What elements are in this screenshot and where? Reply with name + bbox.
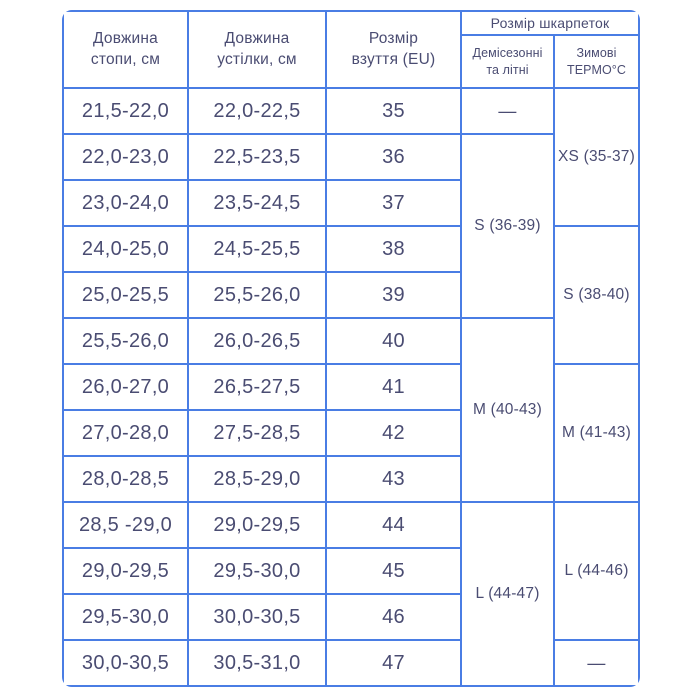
table-row: 26,0-27,0 26,5-27,5 41 M (41-43) [64, 363, 638, 501]
foot-length-cell: 28,0-28,5 [64, 455, 187, 501]
table-row: 28,5 -29,0 29,0-29,5 44 L (44-47) L (44-… [64, 501, 638, 685]
shoe-size-cell: 39 [325, 271, 460, 317]
sock-size-winter-cell: — [553, 639, 638, 685]
shoe-size-cell: 42 [325, 409, 460, 455]
header-foot-length: Довжина стопи, см [64, 12, 187, 87]
foot-length-cell: 22,0-23,0 [64, 133, 187, 179]
shoe-size-cell: 44 [325, 501, 460, 547]
table-row: 25,5-26,0 26,0-26,5 40 M (40-43) [64, 317, 638, 501]
foot-length-cell: 25,0-25,5 [64, 271, 187, 317]
insole-length-cell: 23,5-24,5 [187, 179, 325, 225]
insole-length-cell: 26,0-26,5 [187, 317, 325, 363]
sock-size-winter-cell: S (38-40) [553, 225, 638, 363]
sock-size-winter-cell: L (44-46) [553, 501, 638, 639]
insole-length-cell: 24,5-25,5 [187, 225, 325, 271]
foot-length-cell: 21,5-22,0 [64, 87, 187, 133]
size-table: Довжина стопи, см Довжина устілки, см Ро… [62, 10, 640, 687]
shoe-size-cell: 35 [325, 87, 460, 133]
insole-length-cell: 27,5-28,5 [187, 409, 325, 455]
shoe-size-cell: 37 [325, 179, 460, 225]
foot-length-cell: 28,5 -29,0 [64, 501, 187, 547]
insole-length-cell: 26,5-27,5 [187, 363, 325, 409]
header-socks-demi: Демісезонні та літні [460, 34, 553, 87]
sock-size-demi-cell: L (44-47) [460, 501, 553, 685]
header-row-sub: Демісезонні та літні Зимові ТЕРМО°С [64, 34, 638, 87]
shoe-size-cell: 46 [325, 593, 460, 639]
sock-size-demi-cell: — [460, 87, 553, 133]
foot-length-cell: 23,0-24,0 [64, 179, 187, 225]
sock-size-demi-cell: M (40-43) [460, 317, 553, 501]
insole-length-cell: 29,5-30,0 [187, 547, 325, 593]
insole-length-cell: 22,0-22,5 [187, 87, 325, 133]
table-row: 29,0-29,5 29,5-30,0 45 [64, 547, 638, 593]
table-row: 30,0-30,5 30,5-31,0 47 — [64, 639, 638, 685]
foot-length-cell: 26,0-27,0 [64, 363, 187, 409]
insole-length-cell: 22,5-23,5 [187, 133, 325, 179]
table-row: 24,0-25,0 24,5-25,5 38 S (38-40) [64, 225, 638, 363]
sock-size-winter-cell: XS (35-37) [553, 87, 638, 225]
shoe-size-cell: 41 [325, 363, 460, 409]
shoe-size-cell: 47 [325, 639, 460, 685]
foot-length-cell: 29,0-29,5 [64, 547, 187, 593]
insole-length-cell: 30,5-31,0 [187, 639, 325, 685]
header-insole-length: Довжина устілки, см [187, 12, 325, 87]
foot-length-cell: 30,0-30,5 [64, 639, 187, 685]
sock-size-winter-cell: M (41-43) [553, 363, 638, 501]
shoe-size-cell: 38 [325, 225, 460, 271]
foot-length-cell: 24,0-25,0 [64, 225, 187, 271]
table-row: 21,5-22,0 22,0-22,5 35 — XS (35-37) [64, 87, 638, 225]
header-socks-winter: Зимові ТЕРМО°С [553, 34, 638, 87]
sock-size-demi-cell: S (36-39) [460, 133, 553, 317]
table-row: 27,0-28,0 27,5-28,5 42 [64, 409, 638, 455]
foot-length-cell: 27,0-28,0 [64, 409, 187, 455]
shoe-size-cell: 43 [325, 455, 460, 501]
header-shoe-size: Розмір взуття (EU) [325, 12, 460, 87]
table-row: 22,0-23,0 22,5-23,5 36 S (36-39) [64, 133, 638, 317]
header-row-top: Довжина стопи, см Довжина устілки, см Ро… [64, 12, 638, 87]
header-socks-group: Розмір шкарпеток [460, 12, 638, 34]
shoe-size-cell: 36 [325, 133, 460, 179]
table-row: 28,0-28,5 28,5-29,0 43 [64, 455, 638, 501]
insole-length-cell: 25,5-26,0 [187, 271, 325, 317]
shoe-size-cell: 40 [325, 317, 460, 363]
insole-length-cell: 30,0-30,5 [187, 593, 325, 639]
foot-length-cell: 25,5-26,0 [64, 317, 187, 363]
table-row: 23,0-24,0 23,5-24,5 37 [64, 179, 638, 225]
insole-length-cell: 28,5-29,0 [187, 455, 325, 501]
table-row: 29,5-30,0 30,0-30,5 46 [64, 593, 638, 639]
table-row: 25,0-25,5 25,5-26,0 39 [64, 271, 638, 317]
insole-length-cell: 29,0-29,5 [187, 501, 325, 547]
foot-length-cell: 29,5-30,0 [64, 593, 187, 639]
shoe-size-cell: 45 [325, 547, 460, 593]
